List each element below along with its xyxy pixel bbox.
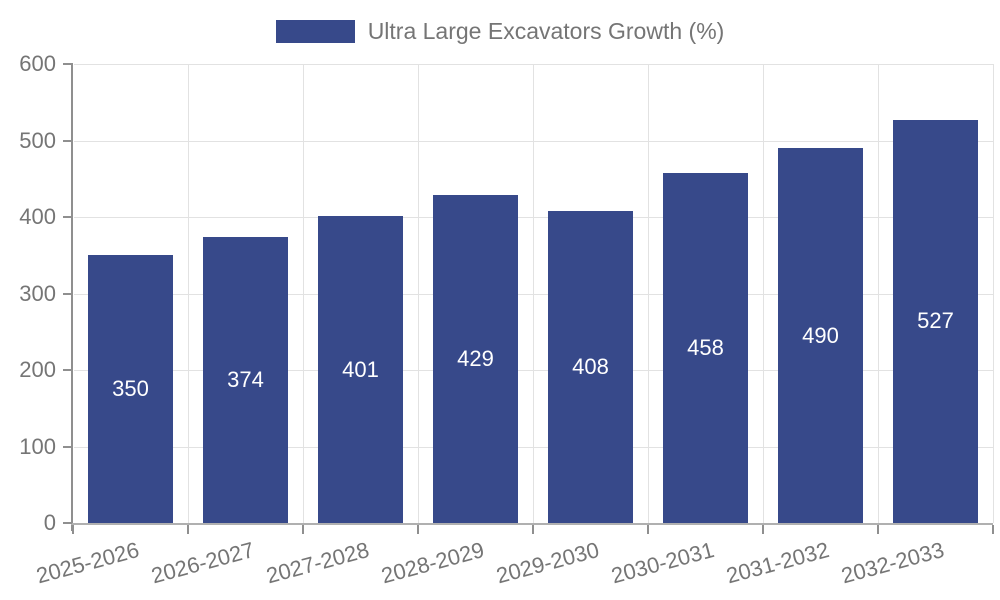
x-axis-label: 2032-2033 <box>838 537 947 589</box>
bar-value-label: 408 <box>572 353 609 379</box>
y-tick-mark <box>63 369 72 371</box>
x-tick-mark <box>992 525 994 534</box>
bar-value-label: 429 <box>457 345 494 371</box>
bar[interactable]: 350 <box>88 255 173 523</box>
y-tick-label: 600 <box>19 51 56 76</box>
gridline-v <box>188 64 189 523</box>
bar[interactable]: 490 <box>778 148 863 523</box>
gridline-v <box>533 64 534 523</box>
x-tick-mark <box>532 525 534 534</box>
x-tick-mark <box>877 525 879 534</box>
bar[interactable]: 527 <box>893 119 978 523</box>
gridline-v <box>993 64 994 523</box>
bar-value-label: 490 <box>802 322 839 348</box>
y-tick-label: 0 <box>43 510 56 535</box>
bar[interactable]: 429 <box>433 194 518 523</box>
x-axis-label: 2028-2029 <box>378 537 487 589</box>
y-axis-line <box>71 63 73 531</box>
x-axis-label: 2029-2030 <box>493 537 602 589</box>
x-tick-mark <box>417 525 419 534</box>
y-tick-mark <box>63 522 72 524</box>
bar-value-label: 527 <box>917 308 954 334</box>
y-tick-mark <box>63 139 72 142</box>
y-tick-label: 400 <box>19 204 56 229</box>
bar[interactable]: 374 <box>203 236 288 523</box>
legend-swatch[interactable] <box>275 20 355 43</box>
y-tick-mark <box>63 292 72 295</box>
y-tick-mark <box>63 63 72 65</box>
x-axis-label: 2030-2031 <box>608 537 717 589</box>
gridline-v <box>763 64 764 523</box>
x-axis-label: 2031-2032 <box>723 537 832 589</box>
y-tick-label: 100 <box>19 433 56 459</box>
bar[interactable]: 458 <box>663 172 748 523</box>
x-axis-label: 2027-2028 <box>263 537 372 589</box>
legend-label[interactable]: Ultra Large Excavators Growth (%) <box>367 18 725 44</box>
x-tick-mark <box>302 525 304 534</box>
legend[interactable]: Ultra Large Excavators Growth (%) <box>0 18 1000 45</box>
gridline-v <box>648 64 649 523</box>
y-tick-label: 500 <box>19 127 56 153</box>
bar[interactable]: 401 <box>318 216 403 523</box>
bar-value-label: 458 <box>687 334 724 360</box>
bar-value-label: 401 <box>342 356 379 382</box>
gridline-v <box>303 64 304 523</box>
y-tick-mark <box>63 216 72 218</box>
bar[interactable]: 408 <box>548 210 633 523</box>
gridline-v <box>418 64 419 523</box>
x-axis-label: 2026-2027 <box>148 537 257 589</box>
y-tick-mark <box>63 445 72 448</box>
x-tick-mark <box>762 525 764 534</box>
x-axis-line <box>71 523 993 525</box>
x-tick-mark <box>72 525 74 534</box>
gridline-v <box>878 64 879 523</box>
y-tick-label: 200 <box>19 357 56 382</box>
bar-value-label: 350 <box>112 376 149 402</box>
x-axis-label: 2025-2026 <box>33 537 142 589</box>
bar-value-label: 374 <box>227 366 264 392</box>
y-tick-label: 300 <box>19 280 56 306</box>
x-tick-mark <box>647 525 649 534</box>
x-tick-mark <box>187 525 189 534</box>
